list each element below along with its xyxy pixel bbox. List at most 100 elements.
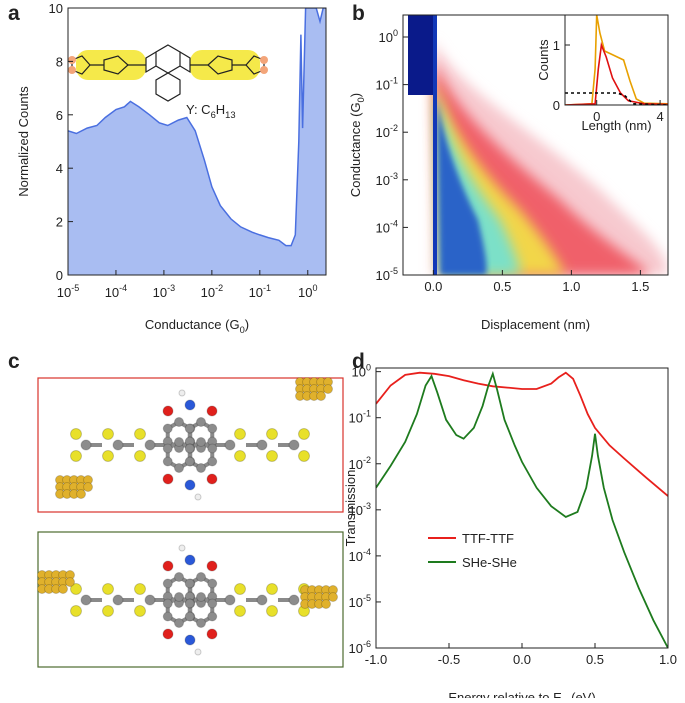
atom — [174, 417, 184, 427]
tick-label: -0.5 — [438, 652, 460, 667]
legend-label: SHe-SHe — [462, 555, 517, 570]
tick-exponent: -5 — [71, 283, 79, 293]
atom — [207, 443, 218, 454]
tick-label: 10-1 — [249, 283, 271, 300]
atom — [80, 594, 92, 606]
structures — [37, 377, 338, 656]
atom — [184, 479, 196, 491]
atom — [70, 583, 82, 595]
atom — [162, 560, 174, 572]
atom — [234, 583, 246, 595]
atom — [134, 450, 146, 462]
tick-label: 10-5 — [349, 593, 371, 610]
atom — [184, 456, 195, 467]
atom — [80, 439, 92, 451]
atom — [184, 554, 196, 566]
atom — [323, 384, 333, 394]
tick-base: 10 — [352, 365, 366, 380]
text-part: Transmission — [343, 470, 358, 547]
tick-exponent: -2 — [363, 455, 371, 465]
atom — [298, 428, 310, 440]
text-part: Normalized Counts — [16, 86, 31, 197]
tick-exponent: -2 — [215, 283, 223, 293]
plot-frame — [67, 7, 327, 276]
tick-base: 10 — [249, 285, 263, 300]
plot-frame — [402, 14, 669, 276]
tick-base: 10 — [376, 78, 390, 93]
atom — [194, 648, 202, 656]
y-axis-title: Transmission — [343, 470, 358, 547]
tick-base: 10 — [349, 595, 363, 610]
atom — [162, 611, 173, 622]
tick-base: 10 — [349, 457, 363, 472]
tick-exponent: 0 — [393, 28, 398, 38]
tick-label: 100 — [352, 363, 371, 380]
text-part: Y: C — [186, 102, 211, 117]
atom — [196, 592, 206, 602]
tick-base: 10 — [57, 285, 71, 300]
atom — [328, 592, 338, 602]
atom — [207, 578, 218, 589]
plot-frame — [375, 367, 669, 649]
tick-label: 4 — [56, 161, 63, 176]
tick-label: 10-2 — [201, 283, 223, 300]
plot — [68, 8, 326, 275]
atom — [234, 605, 246, 617]
atom — [134, 583, 146, 595]
panel-label: b — [352, 2, 365, 25]
atom — [102, 428, 114, 440]
atom — [174, 592, 184, 602]
tick-label: 10-1 — [376, 76, 398, 93]
tick-label: 10-4 — [105, 283, 127, 300]
atom — [102, 450, 114, 462]
atom — [184, 399, 196, 411]
text-part: 0 — [356, 97, 366, 102]
tick-label: 10-4 — [349, 547, 371, 564]
atom — [162, 473, 174, 485]
panel-label: c — [8, 350, 20, 373]
atom — [162, 628, 174, 640]
atom — [207, 423, 218, 434]
tick-base: 10 — [376, 173, 390, 188]
text-part: (eV) — [568, 690, 596, 698]
atom — [184, 611, 195, 622]
tick-label: 100 — [298, 283, 317, 300]
tick-label: 10-1 — [349, 409, 371, 426]
atom — [266, 583, 278, 595]
tick-base: 10 — [298, 285, 312, 300]
tick-exponent: -1 — [390, 76, 398, 86]
tick-base: 10 — [105, 285, 119, 300]
plot-frame — [564, 14, 669, 106]
atom — [256, 594, 268, 606]
tick-label: 10-3 — [349, 501, 371, 518]
atom — [196, 572, 206, 582]
tick-label: 10 — [49, 1, 63, 16]
tick-label: 0 — [593, 109, 600, 124]
inset-background — [565, 15, 668, 105]
atom — [207, 456, 218, 467]
tick-label: 10-5 — [376, 266, 398, 283]
series-line — [565, 15, 668, 105]
atom — [316, 391, 326, 401]
atom — [162, 598, 173, 609]
atom — [102, 583, 114, 595]
atom — [288, 439, 300, 451]
atom — [162, 423, 173, 434]
atom — [206, 628, 218, 640]
molecule — [68, 44, 268, 102]
atom — [174, 572, 184, 582]
atom — [178, 389, 186, 397]
tick-label: 1.0 — [562, 279, 580, 294]
atom — [174, 618, 184, 628]
atom — [196, 618, 206, 628]
tick-label: 6 — [56, 108, 63, 123]
atom — [224, 439, 236, 451]
panel-label: a — [8, 2, 20, 25]
atom — [70, 605, 82, 617]
tick-exponent: -4 — [390, 218, 398, 228]
atom — [206, 560, 218, 572]
x-axis-title: Length (nm) — [581, 118, 651, 133]
tick-exponent: -5 — [363, 593, 371, 603]
atom — [184, 423, 195, 434]
tick-exponent: 0 — [312, 283, 317, 293]
